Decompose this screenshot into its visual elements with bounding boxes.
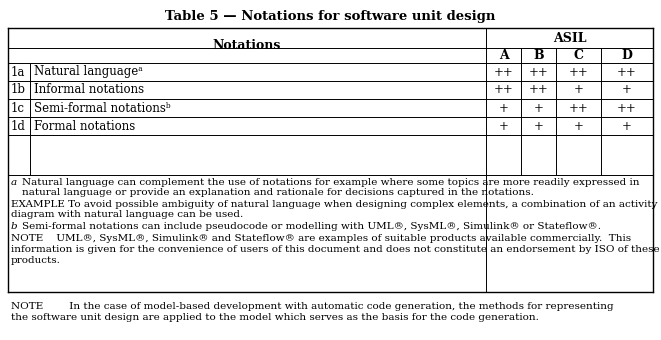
Text: +: + bbox=[574, 119, 584, 133]
Text: Natural languageᵃ: Natural languageᵃ bbox=[34, 66, 143, 79]
Text: Natural language can complement the use of notations for example where some topi: Natural language can complement the use … bbox=[22, 178, 639, 187]
Text: ++: ++ bbox=[617, 102, 637, 115]
Text: +: + bbox=[622, 84, 632, 97]
Text: EXAMPLE To avoid possible ambiguity of natural language when designing complex e: EXAMPLE To avoid possible ambiguity of n… bbox=[11, 200, 658, 209]
Text: products.: products. bbox=[11, 256, 61, 265]
Text: Table 5 — Notations for software unit design: Table 5 — Notations for software unit de… bbox=[165, 10, 495, 23]
Text: Informal notations: Informal notations bbox=[34, 84, 144, 97]
Text: a: a bbox=[11, 178, 17, 187]
Text: +: + bbox=[574, 84, 584, 97]
Text: b: b bbox=[11, 222, 18, 231]
Text: ASIL: ASIL bbox=[553, 32, 586, 45]
Text: +: + bbox=[533, 119, 543, 133]
Text: +: + bbox=[498, 102, 508, 115]
Text: B: B bbox=[533, 49, 544, 62]
Text: C: C bbox=[574, 49, 584, 62]
Text: Semi-formal notationsᵇ: Semi-formal notationsᵇ bbox=[34, 102, 171, 115]
Text: +: + bbox=[622, 119, 632, 133]
Text: ++: ++ bbox=[494, 66, 514, 79]
Text: ++: ++ bbox=[529, 66, 549, 79]
Text: diagram with natural language can be used.: diagram with natural language can be use… bbox=[11, 210, 243, 219]
Text: ++: ++ bbox=[617, 66, 637, 79]
Text: 1c: 1c bbox=[11, 102, 25, 115]
Text: NOTE        In the case of model-based development with automatic code generatio: NOTE In the case of model-based developm… bbox=[11, 302, 613, 311]
Text: ++: ++ bbox=[568, 66, 588, 79]
Text: ++: ++ bbox=[529, 84, 549, 97]
Text: +: + bbox=[498, 119, 508, 133]
Text: ++: ++ bbox=[494, 84, 514, 97]
Text: natural language or provide an explanation and rationale for decisions captured : natural language or provide an explanati… bbox=[22, 188, 534, 197]
Text: A: A bbox=[498, 49, 508, 62]
Text: Formal notations: Formal notations bbox=[34, 119, 136, 133]
Text: the software unit design are applied to the model which serves as the basis for : the software unit design are applied to … bbox=[11, 313, 539, 322]
Text: Notations: Notations bbox=[213, 39, 281, 52]
Text: 1a: 1a bbox=[11, 66, 25, 79]
Text: information is given for the convenience of users of this document and does not : information is given for the convenience… bbox=[11, 245, 660, 254]
Text: 1d: 1d bbox=[11, 119, 26, 133]
Text: 1b: 1b bbox=[11, 84, 26, 97]
Text: Semi-formal notations can include pseudocode or modelling with UML®, SysML®, Sim: Semi-formal notations can include pseudo… bbox=[22, 222, 601, 231]
Text: ++: ++ bbox=[568, 102, 588, 115]
Text: D: D bbox=[621, 49, 633, 62]
Text: +: + bbox=[533, 102, 543, 115]
Text: NOTE    UML®, SysML®, Simulink® and Stateflow® are examples of suitable products: NOTE UML®, SysML®, Simulink® and Statefl… bbox=[11, 234, 631, 243]
